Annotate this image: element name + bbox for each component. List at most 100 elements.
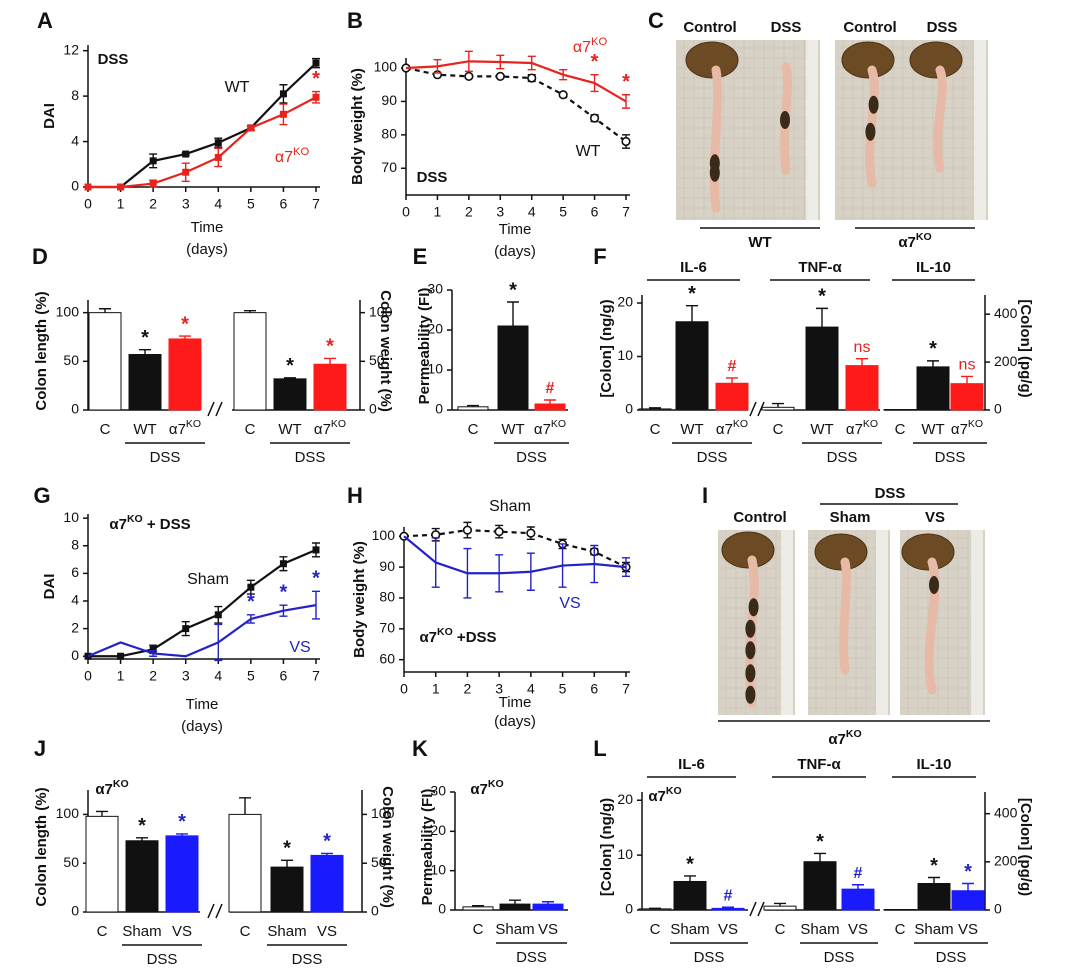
series-line	[88, 62, 317, 189]
y-tick-label: 0	[71, 647, 79, 663]
error-bar	[496, 54, 505, 70]
y-tick-label: 4	[71, 132, 79, 148]
ruler	[781, 530, 793, 715]
y-axis-label: Body weight (%)	[349, 68, 366, 185]
y-tick-label: 0	[71, 903, 79, 919]
y2-axis-label: [Colon] (pg/g)	[1017, 798, 1034, 896]
y-tick-label: 90	[381, 92, 397, 108]
bar	[711, 907, 745, 911]
pellet	[745, 664, 756, 683]
error-bar	[961, 375, 973, 384]
y-tick-label: 100	[56, 303, 80, 319]
bar	[125, 840, 159, 913]
bar	[532, 903, 564, 911]
cecum	[901, 533, 955, 571]
x-tick-label: 4	[214, 668, 222, 684]
x-tick-label: C	[895, 421, 906, 438]
x-tick-label: 6	[590, 681, 598, 697]
significance-mark: ns	[959, 357, 976, 374]
photo-label: DSS	[771, 19, 802, 36]
marker	[149, 180, 157, 188]
bar	[673, 880, 707, 911]
pellet	[868, 95, 879, 114]
y-tick-label: 100	[374, 59, 398, 75]
significance-mark: *	[326, 336, 334, 358]
error-bar	[312, 590, 320, 620]
x-tick-label: 5	[559, 681, 567, 697]
y2-tick-label: 200	[994, 353, 1018, 369]
series-line	[403, 528, 627, 569]
y-tick-label: 0	[625, 401, 633, 417]
marker	[312, 93, 320, 101]
bar	[715, 382, 749, 411]
significance-mark: *	[930, 855, 938, 877]
y-tick-label: 4	[71, 592, 79, 608]
panel-letter: B	[347, 8, 363, 33]
error-bar	[239, 797, 251, 815]
series-line	[403, 535, 627, 575]
y-tick-label: 0	[71, 401, 79, 417]
error-bar	[559, 68, 568, 81]
significance-mark: *	[622, 71, 630, 93]
marker	[589, 113, 600, 123]
bracket-label: DSS	[936, 949, 967, 966]
error-bar	[856, 357, 868, 366]
series-label: WT	[576, 143, 601, 160]
y-tick-label: 10	[427, 361, 443, 377]
x-axis-label: Time	[191, 219, 224, 236]
bar	[763, 905, 797, 911]
marker	[117, 652, 125, 660]
panel-letter: A	[37, 8, 53, 33]
error-bar	[928, 876, 940, 884]
x-axis-label: Time	[499, 694, 532, 711]
significance-mark: *	[688, 283, 696, 305]
y-tick-label: 80	[379, 589, 395, 605]
error-bar	[622, 557, 630, 578]
y-tick-label: 8	[71, 536, 79, 552]
pellet	[709, 163, 720, 182]
x-tick-label: 6	[280, 196, 288, 212]
marker	[279, 560, 287, 568]
x-tick-label: VS	[958, 921, 978, 938]
x-tick-label: VS	[718, 921, 738, 938]
x-tick-label: 0	[84, 668, 92, 684]
error-bar	[772, 402, 784, 408]
x-tick-label: 4	[214, 196, 222, 212]
error-bar	[816, 307, 828, 328]
group-label: WT	[748, 234, 771, 251]
marker	[526, 528, 536, 538]
error-bar	[726, 377, 738, 384]
significance-mark: #	[724, 887, 733, 904]
error-bar	[509, 899, 521, 905]
bar	[462, 906, 494, 911]
axis-break	[749, 901, 765, 917]
x-tick-label: WT	[680, 421, 703, 438]
y-tick-label: 20	[617, 294, 633, 310]
photo-label: DSS	[927, 19, 958, 36]
bar	[499, 903, 531, 911]
marker	[312, 59, 320, 67]
y2-axis-label: Colon weight (%)	[379, 786, 396, 908]
pellet	[745, 619, 756, 638]
x-tick-label: C	[650, 921, 661, 938]
bar	[313, 363, 347, 411]
photo-label: Control	[733, 509, 786, 526]
colon	[933, 65, 947, 173]
significance-mark: *	[509, 279, 517, 301]
y2-tick-label: 0	[994, 901, 1002, 917]
error-bar	[544, 399, 556, 404]
panel-letter: J	[34, 736, 46, 761]
significance-mark: #	[728, 358, 737, 375]
ruler	[876, 530, 888, 715]
series-line	[87, 604, 317, 658]
x-tick-label: VS	[848, 921, 868, 938]
marker	[494, 527, 504, 537]
x-tick-label: 3	[496, 204, 504, 220]
group-title: TNF-α	[797, 756, 841, 773]
bar	[165, 835, 199, 913]
bar	[88, 312, 122, 411]
series-line	[88, 96, 317, 189]
x-tick-label: 6	[591, 204, 599, 220]
x-tick-label: C	[97, 923, 108, 940]
